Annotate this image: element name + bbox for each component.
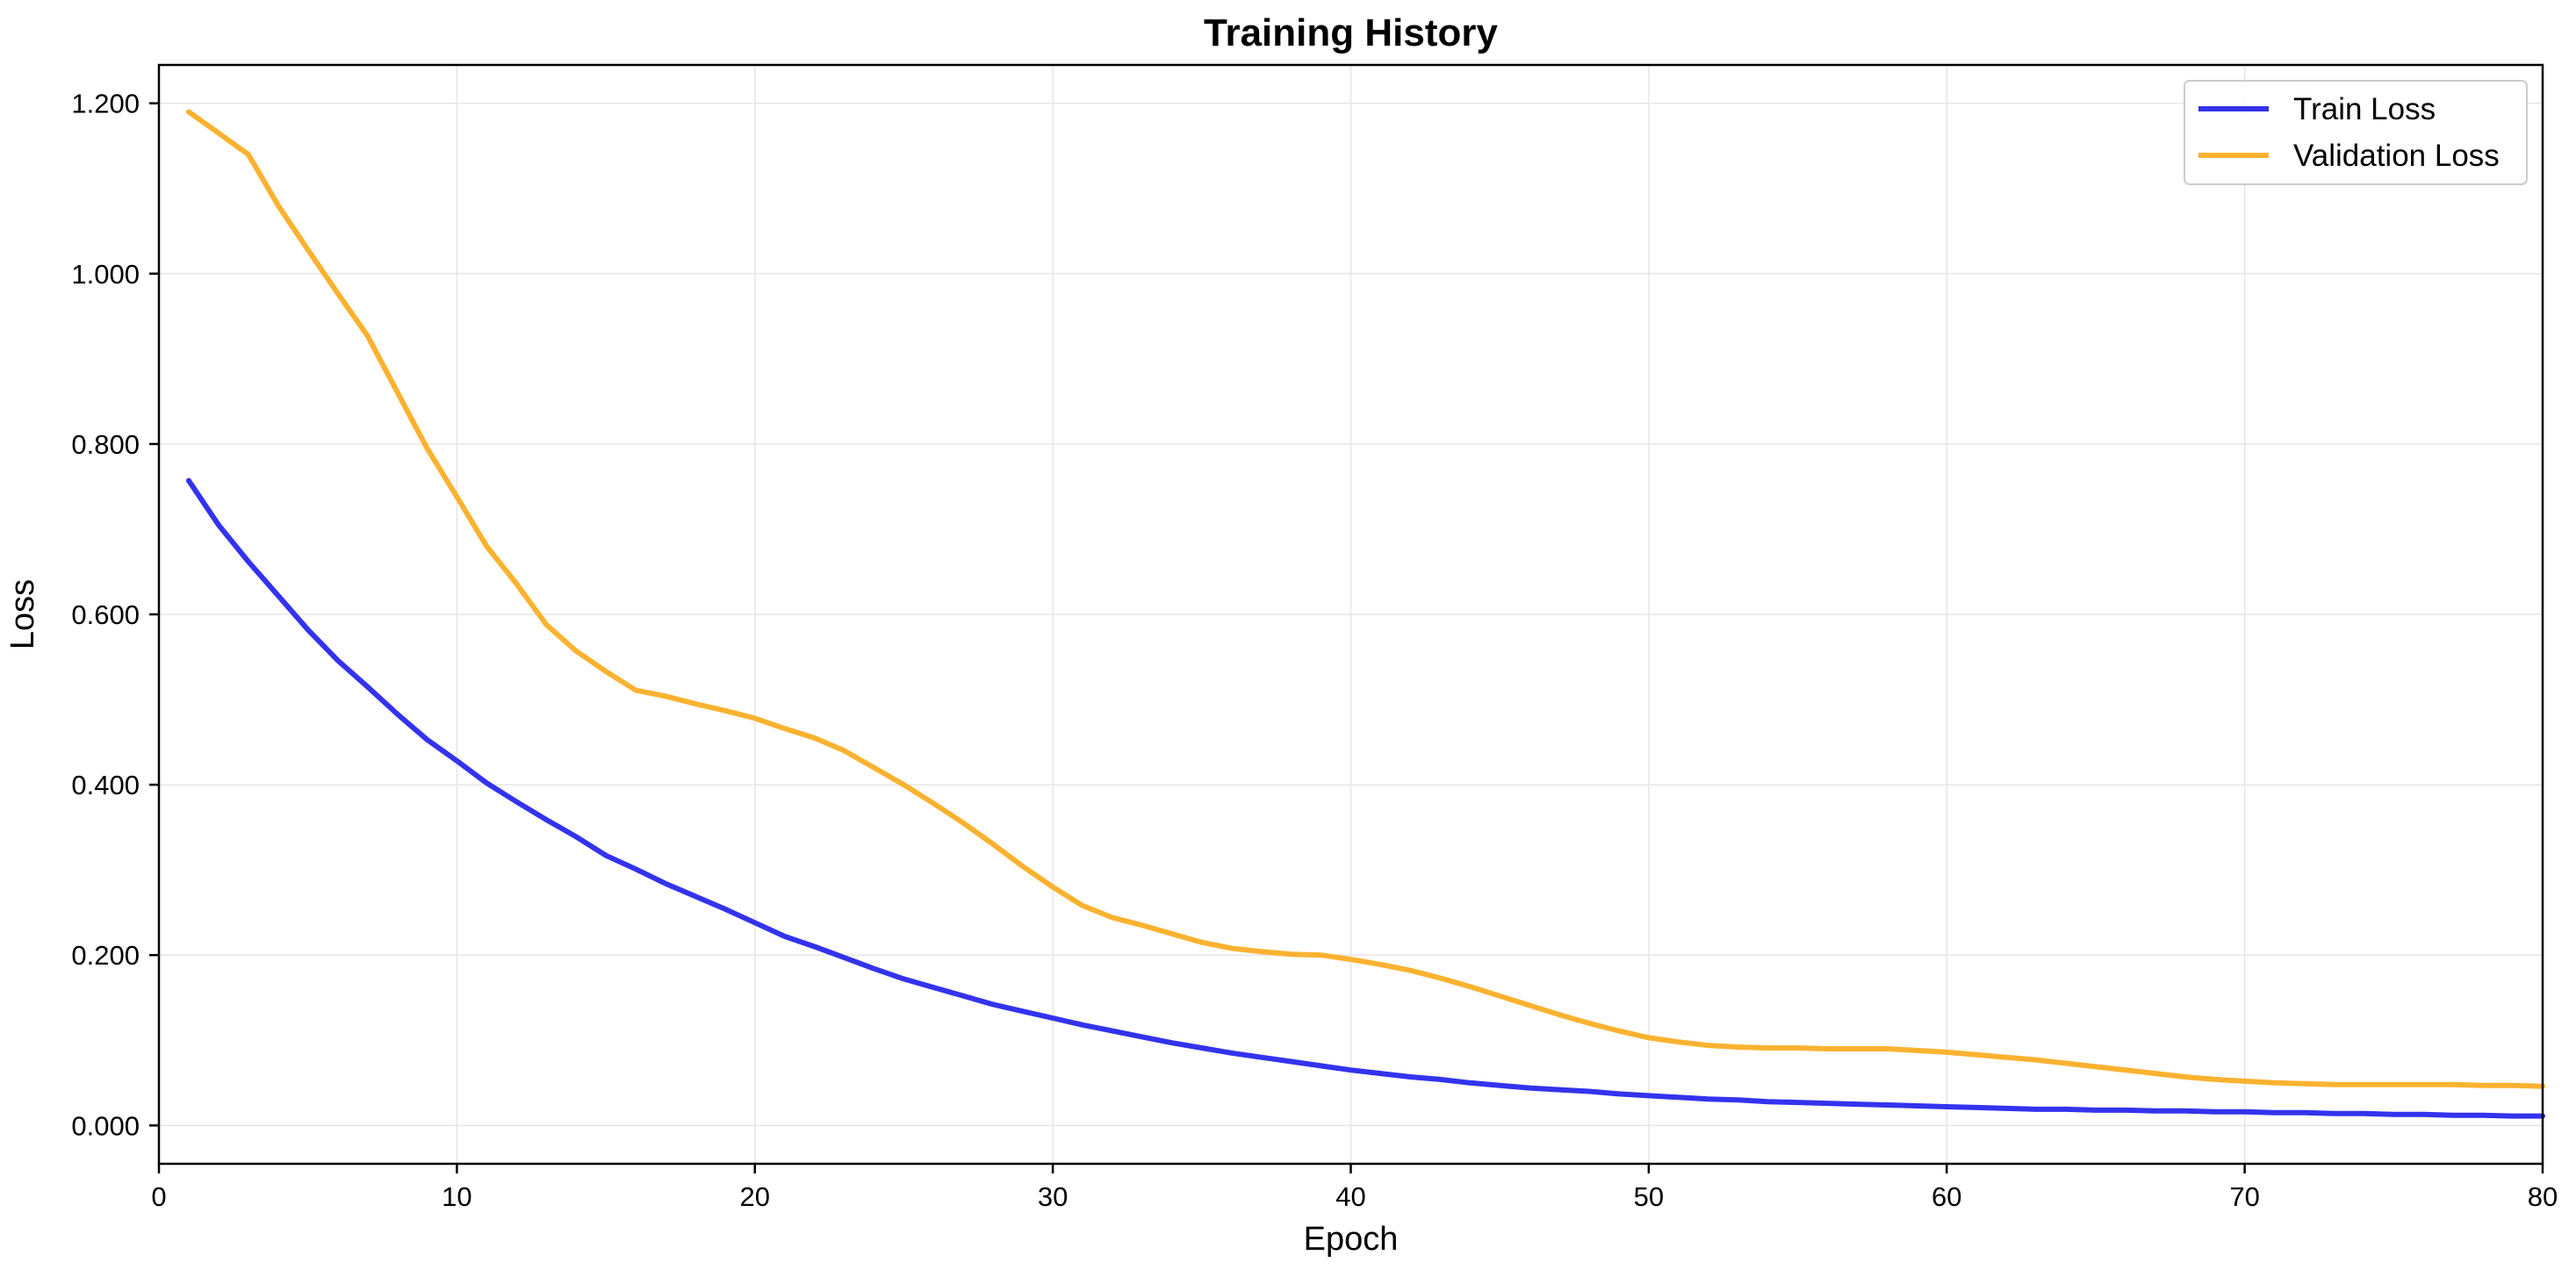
x-axis-label: Epoch (1304, 1221, 1399, 1258)
axis-ticks: 0 10 20 30 40 50 60 70 80 0.000 0.200 0.400 0.600 0.8… (71, 89, 2558, 1212)
legend-label: Validation Loss (2293, 139, 2500, 173)
y-axis-label: Loss (4, 579, 41, 649)
y-tick-label: 0.000 (71, 1110, 140, 1141)
y-tick-label: 0.200 (71, 940, 140, 971)
grid-lines (158, 65, 2544, 1164)
chart-title: Training History (1204, 11, 1498, 54)
series-line-validation-loss (185, 109, 2545, 1089)
legend-box (2184, 80, 2528, 185)
x-tick-label: 60 (1932, 1181, 1961, 1212)
legend-label: Train Loss (2293, 92, 2436, 126)
x-tick-label: 40 (1335, 1181, 1365, 1212)
y-tick-label: 0.400 (71, 770, 140, 800)
x-tick-label: 50 (1634, 1181, 1664, 1212)
x-tick-label: 80 (2528, 1181, 2558, 1212)
x-tick-label: 0 (151, 1181, 166, 1212)
x-tick-label: 10 (442, 1181, 471, 1212)
series-lines (185, 109, 2545, 1119)
y-tick-label: 0.800 (71, 429, 140, 460)
legend: Train Loss Validation Loss (2184, 80, 2528, 185)
series-line-train-loss (185, 477, 2545, 1119)
x-tick-label: 30 (1038, 1181, 1068, 1212)
y-tick-label: 1.200 (71, 89, 140, 119)
y-tick-label: 1.000 (71, 259, 140, 290)
x-tick-label: 20 (740, 1181, 770, 1212)
x-tick-label: 70 (2229, 1181, 2259, 1212)
y-tick-label: 0.600 (71, 599, 140, 630)
